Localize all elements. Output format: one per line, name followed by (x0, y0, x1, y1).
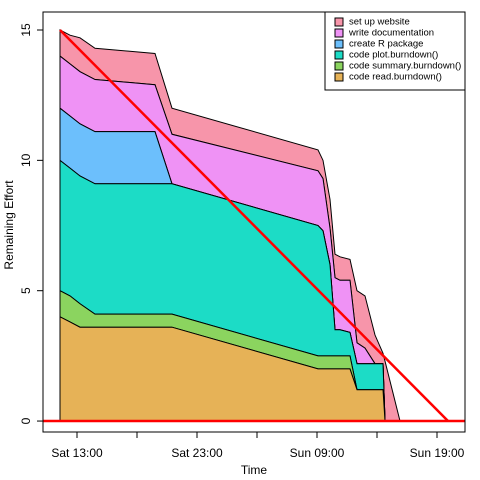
legend-label: write documentation (348, 28, 434, 39)
legend-box (324, 11, 466, 91)
legend-swatch (334, 61, 344, 71)
x-axis-label: Time (241, 463, 268, 477)
y-tick-label: 0 (19, 417, 33, 424)
x-tick-label: Sat 13:00 (51, 446, 103, 460)
y-axis-label: Remaining Effort (2, 180, 16, 270)
legend-swatch (334, 50, 344, 60)
legend-label: set up website (349, 17, 410, 28)
y-tick-label: 10 (19, 153, 33, 167)
legend-swatch (334, 28, 344, 38)
y-tick-label: 5 (19, 287, 33, 294)
legend-swatch (334, 39, 344, 49)
x-tick-label: Sat 23:00 (171, 446, 223, 460)
legend-label: create R package (349, 39, 423, 50)
y-tick-label: 15 (19, 23, 33, 37)
legend-swatch (334, 72, 344, 82)
ideal-line (59, 29, 449, 422)
legend-swatch (334, 17, 344, 27)
legend-label: code plot.burndown() (349, 50, 438, 61)
legend-label: code read.burndown() (349, 72, 442, 83)
x-tick-label: Sun 09:00 (290, 446, 345, 460)
x-tick-label: Sun 19:00 (410, 446, 465, 460)
legend-label: code summary.burndown() (349, 61, 461, 72)
